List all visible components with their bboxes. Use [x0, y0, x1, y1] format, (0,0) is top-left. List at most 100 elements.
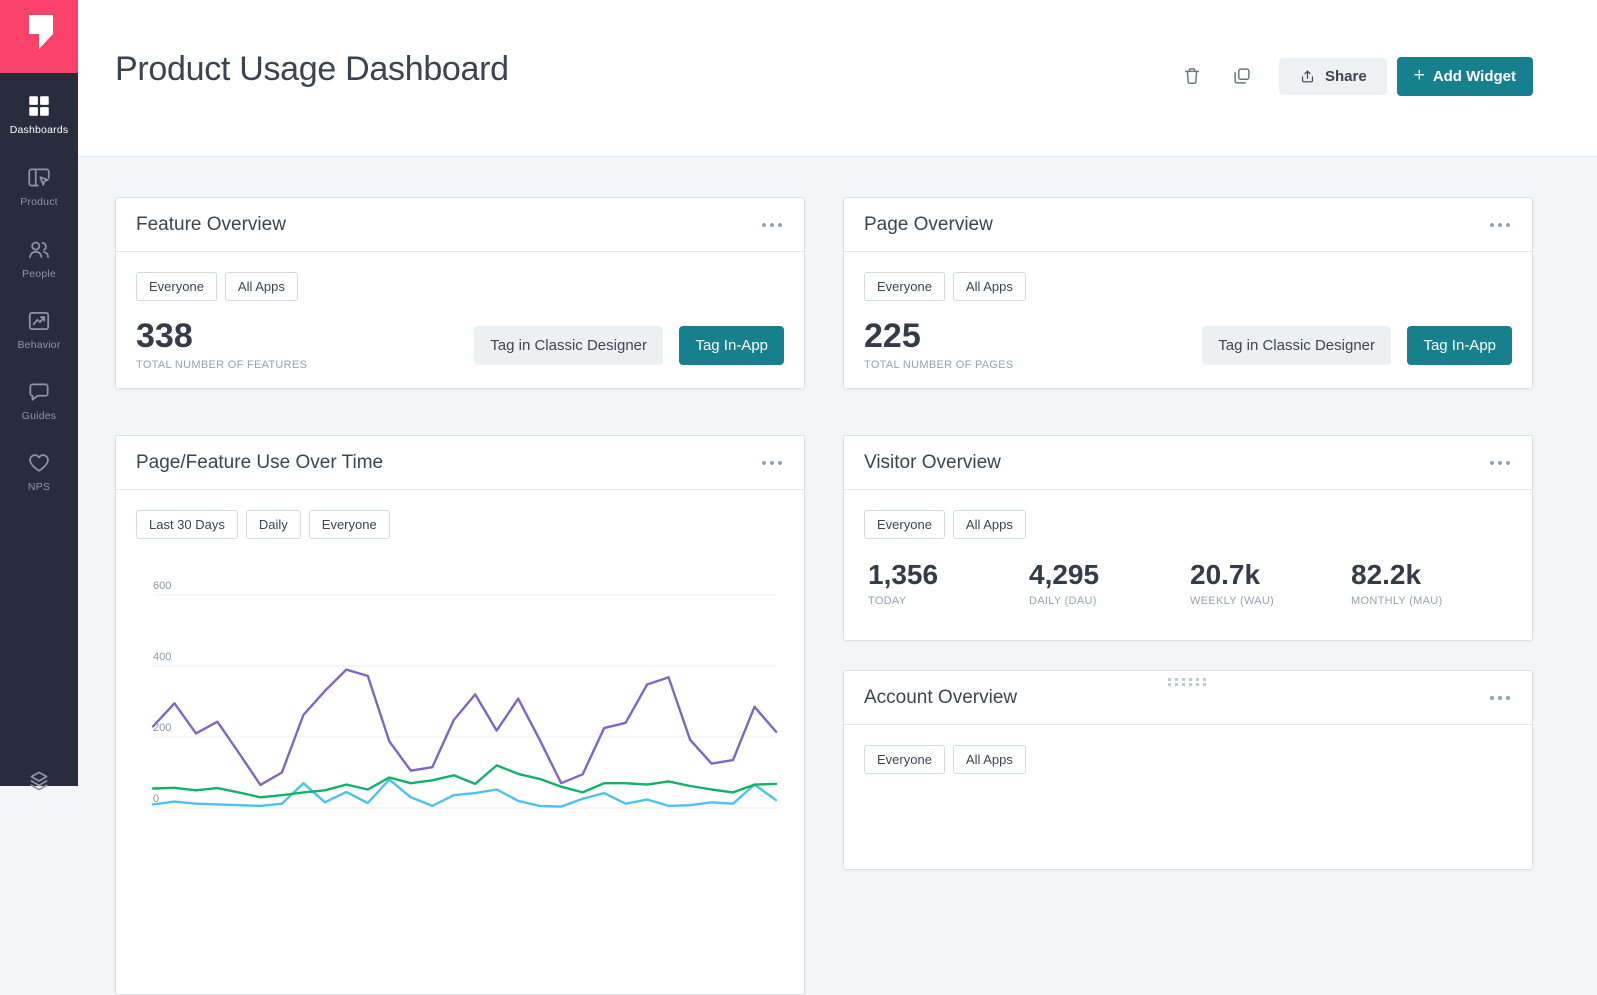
pendo-logo[interactable]: [0, 0, 78, 73]
pendo-flag-icon: [29, 15, 53, 49]
stat-actions: Tag in Classic Designer Tag In-App: [474, 325, 784, 365]
segment-filter-chip[interactable]: Everyone: [864, 745, 945, 774]
behavior-chart-icon: [28, 312, 50, 330]
sidebar-label: Guides: [21, 410, 57, 422]
widget-drag-handle[interactable]: [1168, 678, 1208, 686]
stat-value: 338: [136, 317, 193, 355]
sidebar-item-nps[interactable]: NPS: [0, 450, 78, 493]
filter-chips: Everyone All Apps: [864, 745, 1512, 774]
tag-classic-designer-button[interactable]: Tag in Classic Designer: [1202, 325, 1391, 365]
sidebar-label: Product: [20, 196, 58, 208]
page-overview-card: Page Overview Everyone All Apps 225 TOTA…: [843, 197, 1533, 389]
tag-classic-designer-button[interactable]: Tag in Classic Designer: [474, 325, 663, 365]
filter-chips: Everyone All Apps: [864, 272, 1512, 301]
share-label: Share: [1325, 67, 1367, 85]
feature-count-stat: 338 TOTAL NUMBER OF FEATURES: [136, 319, 307, 371]
sidebar-item-dashboards[interactable]: Dashboards: [0, 93, 78, 136]
apps-filter-chip[interactable]: All Apps: [952, 272, 1026, 301]
stat-label: DAILY (DAU): [1029, 595, 1097, 607]
card-body: Everyone All Apps: [844, 725, 1532, 794]
copy-dashboard-button[interactable]: [1229, 63, 1255, 89]
sidebar-item-people[interactable]: People: [0, 237, 78, 280]
svg-text:200: 200: [153, 722, 171, 734]
sidebar-label: Dashboards: [9, 124, 69, 136]
stat-value: 1,356: [868, 559, 939, 590]
card-title: Visitor Overview: [864, 451, 1001, 473]
card-body: Everyone All Apps 1,356 TODAY 4,295 DAIL…: [844, 490, 1532, 627]
svg-text:400: 400: [153, 651, 171, 663]
card-menu-button[interactable]: [760, 217, 784, 233]
delete-dashboard-button[interactable]: [1179, 63, 1205, 89]
stat-label: WEEKLY (WAU): [1190, 595, 1275, 607]
usage-over-time-card: Page/Feature Use Over Time Last 30 Days …: [115, 435, 805, 995]
layers-icon: [30, 771, 48, 791]
stat-label: TOTAL NUMBER OF FEATURES: [136, 359, 308, 371]
card-title: Page/Feature Use Over Time: [136, 451, 384, 473]
svg-text:600: 600: [153, 580, 171, 592]
stat-value: 225: [864, 317, 921, 355]
add-widget-button[interactable]: + Add Widget: [1396, 56, 1533, 96]
stat-label: TODAY: [868, 595, 907, 607]
visitors-daily-stat: 4,295 DAILY (DAU): [1029, 561, 1190, 608]
visitors-monthly-stat: 82.2k MONTHLY (MAU): [1351, 559, 1512, 608]
apps-filter-chip[interactable]: All Apps: [224, 272, 298, 301]
sidebar-item-product[interactable]: Product: [0, 165, 78, 208]
card-menu-button[interactable]: [1488, 690, 1512, 706]
visitors-today-stat: 1,356 TODAY: [868, 559, 1029, 608]
card-header: Visitor Overview: [844, 436, 1532, 490]
card-menu-button[interactable]: [1488, 217, 1512, 233]
card-title: Page Overview: [864, 213, 993, 235]
date-range-filter-chip[interactable]: Last 30 Days: [136, 510, 238, 539]
stat-actions: Tag in Classic Designer Tag In-App: [1202, 325, 1512, 365]
segment-filter-chip[interactable]: Everyone: [864, 272, 945, 301]
guides-bubble-icon: [29, 383, 49, 401]
card-title: Feature Overview: [136, 213, 286, 235]
tag-in-app-button[interactable]: Tag In-App: [679, 325, 784, 365]
apps-filter-chip[interactable]: All Apps: [952, 745, 1026, 774]
sidebar-label: Behavior: [17, 339, 61, 351]
stat-row: 338 TOTAL NUMBER OF FEATURES Tag in Clas…: [136, 319, 784, 371]
filter-chips: Everyone All Apps: [864, 510, 1512, 539]
segment-filter-chip[interactable]: Everyone: [864, 510, 945, 539]
account-overview-card: Account Overview Everyone All Apps: [843, 670, 1533, 870]
sidebar-item-guides[interactable]: Guides: [0, 379, 78, 422]
feature-overview-card: Feature Overview Everyone All Apps 338 T…: [115, 197, 805, 389]
visitors-weekly-stat: 20.7k WEEKLY (WAU): [1190, 559, 1351, 608]
share-button[interactable]: Share: [1279, 57, 1387, 95]
page-count-stat: 225 TOTAL NUMBER OF PAGES: [864, 319, 1014, 371]
card-menu-button[interactable]: [760, 455, 784, 471]
copy-icon: [1234, 68, 1250, 84]
card-header: Feature Overview: [116, 198, 804, 252]
header-actions: Share + Add Widget: [1179, 55, 1533, 97]
visitor-stats-row: 1,356 TODAY 4,295 DAILY (DAU) 20.7k WEEK…: [864, 559, 1512, 608]
card-title: Account Overview: [864, 686, 1018, 708]
filter-chips: Last 30 Days Daily Everyone: [136, 510, 784, 539]
plus-icon: +: [1413, 65, 1425, 86]
page-title: Product Usage Dashboard: [115, 50, 509, 88]
sidebar: Dashboards Product People Behavior Guid: [0, 0, 78, 791]
stat-row: 225 TOTAL NUMBER OF PAGES Tag in Classic…: [864, 319, 1512, 371]
stat-value: 82.2k: [1351, 559, 1422, 590]
card-menu-button[interactable]: [1488, 455, 1512, 471]
nps-heart-icon: [29, 454, 49, 472]
segment-filter-chip[interactable]: Everyone: [136, 272, 217, 301]
add-widget-label: Add Widget: [1432, 67, 1516, 85]
card-header: Page Overview: [844, 198, 1532, 252]
granularity-filter-chip[interactable]: Daily: [245, 510, 301, 539]
visitor-overview-card: Visitor Overview Everyone All Apps 1,356…: [843, 435, 1533, 641]
segment-filter-chip[interactable]: Everyone: [308, 510, 390, 539]
sidebar-bottom-item[interactable]: [0, 768, 78, 794]
dashboards-grid-icon: [29, 96, 49, 116]
apps-filter-chip[interactable]: All Apps: [952, 510, 1026, 539]
filter-chips: Everyone All Apps: [136, 272, 784, 301]
sidebar-item-behavior[interactable]: Behavior: [0, 308, 78, 351]
page-header: Product Usage Dashboard Share + Add Wid: [78, 0, 1597, 157]
tag-in-app-button[interactable]: Tag In-App: [1407, 325, 1512, 365]
trash-icon: [1184, 68, 1200, 85]
card-header: Page/Feature Use Over Time: [116, 436, 804, 490]
stat-label: TOTAL NUMBER OF PAGES: [864, 359, 1014, 371]
stat-value: 20.7k: [1190, 559, 1261, 590]
sidebar-label: People: [22, 268, 56, 280]
